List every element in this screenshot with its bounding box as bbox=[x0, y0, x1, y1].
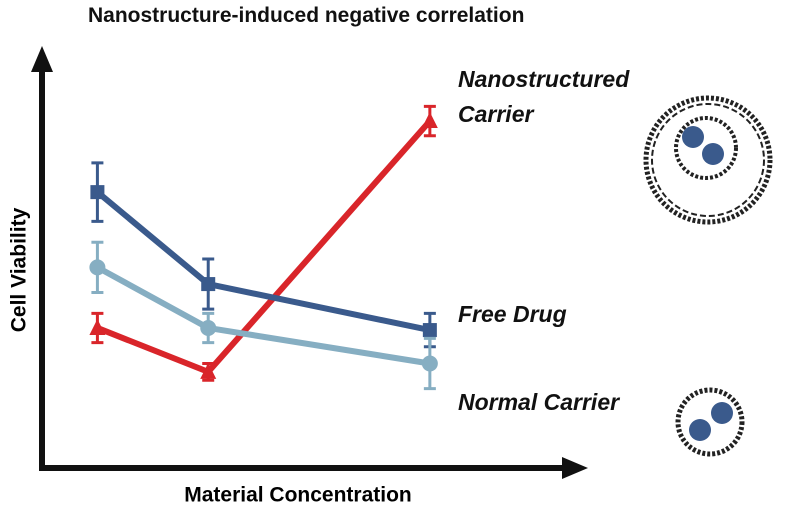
marker bbox=[422, 323, 437, 338]
chart-title: Nanostructure-induced negative correlati… bbox=[88, 4, 525, 27]
nanoparticle-large bbox=[643, 95, 773, 225]
legend-label: Normal Carrier bbox=[458, 389, 620, 415]
x-arrow bbox=[562, 457, 588, 479]
marker bbox=[89, 259, 106, 276]
marker bbox=[421, 355, 438, 372]
marker bbox=[421, 112, 438, 129]
marker bbox=[200, 362, 217, 379]
x-axis-label: Material Concentration bbox=[184, 484, 412, 507]
legend-label: Free Drug bbox=[458, 301, 567, 327]
y-arrow bbox=[31, 46, 53, 72]
legend-label: Nanostructured Carrier bbox=[458, 66, 630, 127]
marker bbox=[90, 185, 105, 200]
y-axis-label: Cell Viability bbox=[8, 207, 31, 332]
marker bbox=[200, 319, 217, 336]
marker bbox=[201, 277, 216, 292]
marker bbox=[89, 318, 106, 335]
nanoparticle-small bbox=[675, 387, 745, 457]
